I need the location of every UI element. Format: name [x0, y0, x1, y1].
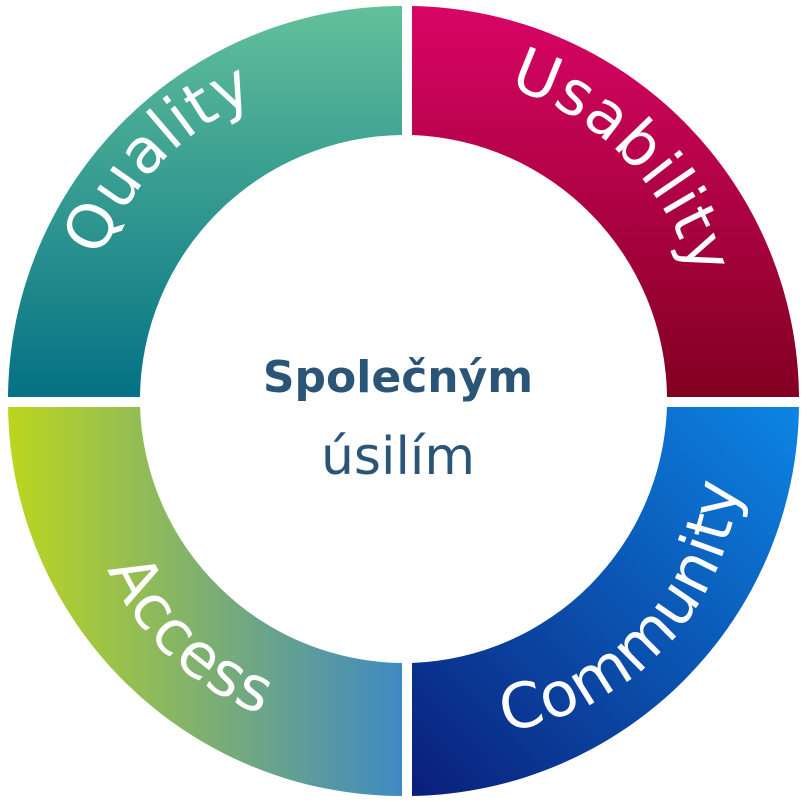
segment-usability	[412, 6, 799, 397]
segment-quality	[8, 6, 402, 397]
segment-community	[412, 407, 799, 796]
center-title: Společným	[263, 352, 533, 403]
center-subtitle: úsilím	[321, 427, 475, 487]
segment-access	[8, 407, 402, 796]
